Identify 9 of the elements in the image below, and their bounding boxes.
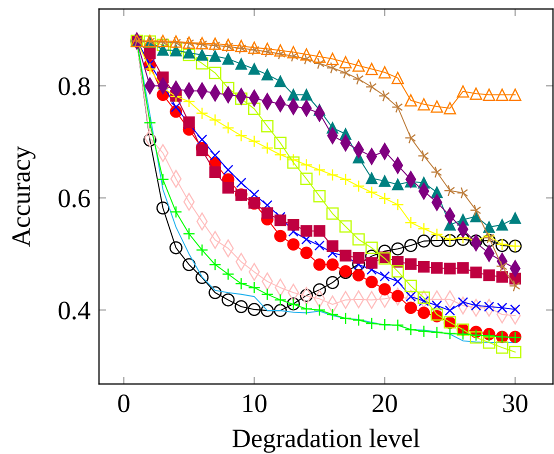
x-axis-title: Degradation level [232,428,420,453]
y-tick-label: 0.8 [58,77,90,96]
y-tick-label: 0.6 [58,190,90,208]
y-axis-title: Accuracy [12,146,36,247]
x-tick-label: 30 [503,394,528,412]
x-tick-label: 20 [372,394,397,412]
x-tick-label: 10 [243,394,266,412]
y-tick-label: 0.4 [58,302,90,320]
x-tick-label: 0 [118,394,130,412]
